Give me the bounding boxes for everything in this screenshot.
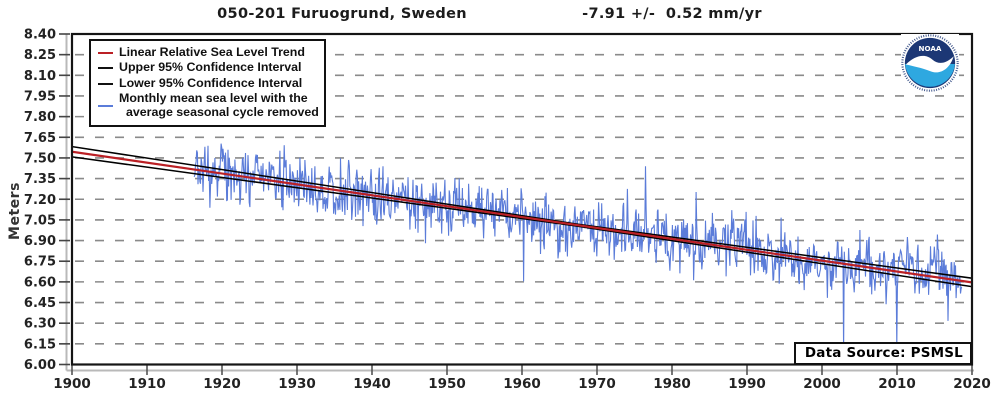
x-tick-label: 1960 [503, 376, 541, 392]
legend-item-monthly: Monthly mean sea level with the average s… [98, 92, 320, 120]
x-tick-label: 2020 [953, 376, 991, 392]
legend-label: Lower 95% Confidence Interval [119, 75, 303, 90]
legend-label: Upper 95% Confidence Interval [119, 60, 302, 75]
monthly-mean-series [193, 143, 963, 352]
x-tick-label: 1920 [203, 376, 241, 392]
x-tick-label: 2000 [803, 376, 841, 392]
x-tick-label: 1990 [728, 376, 766, 392]
x-tick-label: 1930 [278, 376, 316, 392]
noaa-logo: NOAA [901, 34, 959, 92]
y-tick-label: 7.80 [24, 110, 56, 125]
monthly-line-sample [98, 105, 113, 108]
x-tick-label: 1980 [653, 376, 691, 392]
x-tick-label: 2010 [878, 376, 916, 392]
y-tick-label: 6.00 [24, 358, 56, 373]
y-tick-label: 7.95 [24, 89, 56, 104]
y-tick-label: 7.65 [24, 131, 56, 146]
trend-line-sample [98, 51, 113, 54]
legend-box: Linear Relative Sea Level Trend Upper 95… [89, 39, 326, 127]
y-tick-label: 7.20 [24, 193, 56, 208]
noaa-logo-bird-icon [905, 55, 954, 73]
x-tick-label: 1950 [428, 376, 466, 392]
noaa-logo-text: NOAA [919, 44, 942, 53]
y-tick-label: 7.50 [24, 151, 56, 166]
upper-ci-line-sample [98, 67, 113, 70]
y-tick-label: 6.15 [24, 337, 56, 352]
y-tick-label: 6.45 [24, 296, 56, 311]
y-tick-label: 6.60 [24, 275, 56, 290]
trend-line [73, 150, 971, 284]
x-tick-label: 1970 [578, 376, 616, 392]
chart-title-station: 050-201 Furuogrund, Sweden [217, 6, 467, 22]
lower-ci-line-sample [98, 82, 113, 85]
x-tick-label: 1900 [53, 376, 91, 392]
y-axis-label: Meters [7, 182, 23, 240]
data-source-label: Data Source: PSMSL [793, 342, 972, 365]
y-tick-label: 7.05 [24, 213, 56, 228]
legend-item-lower-ci: Lower 95% Confidence Interval [98, 75, 320, 91]
lower-ci-line [73, 156, 971, 288]
plot-border [70, 32, 974, 366]
legend-label: Linear Relative Sea Level Trend [119, 44, 305, 59]
chart-title-trend-rate: -7.91 +/- 0.52 mm/yr [582, 6, 762, 22]
y-tick-label: 8.40 [24, 28, 56, 43]
legend-item-trend: Linear Relative Sea Level Trend [98, 44, 320, 60]
legend-label: Monthly mean sea level with the average s… [119, 91, 319, 120]
legend-item-upper-ci: Upper 95% Confidence Interval [98, 60, 320, 75]
noaa-logo-text-ring [901, 34, 959, 92]
y-tick-label: 7.35 [24, 172, 56, 187]
x-tick-label: 1940 [353, 376, 391, 392]
x-tick-label: 1910 [128, 376, 166, 392]
y-tick-label: 6.30 [24, 317, 56, 332]
y-tick-label: 8.10 [24, 69, 56, 84]
y-tick-label: 6.75 [24, 255, 56, 270]
y-tick-label: 8.25 [24, 48, 56, 63]
y-tick-label: 6.90 [24, 234, 56, 249]
